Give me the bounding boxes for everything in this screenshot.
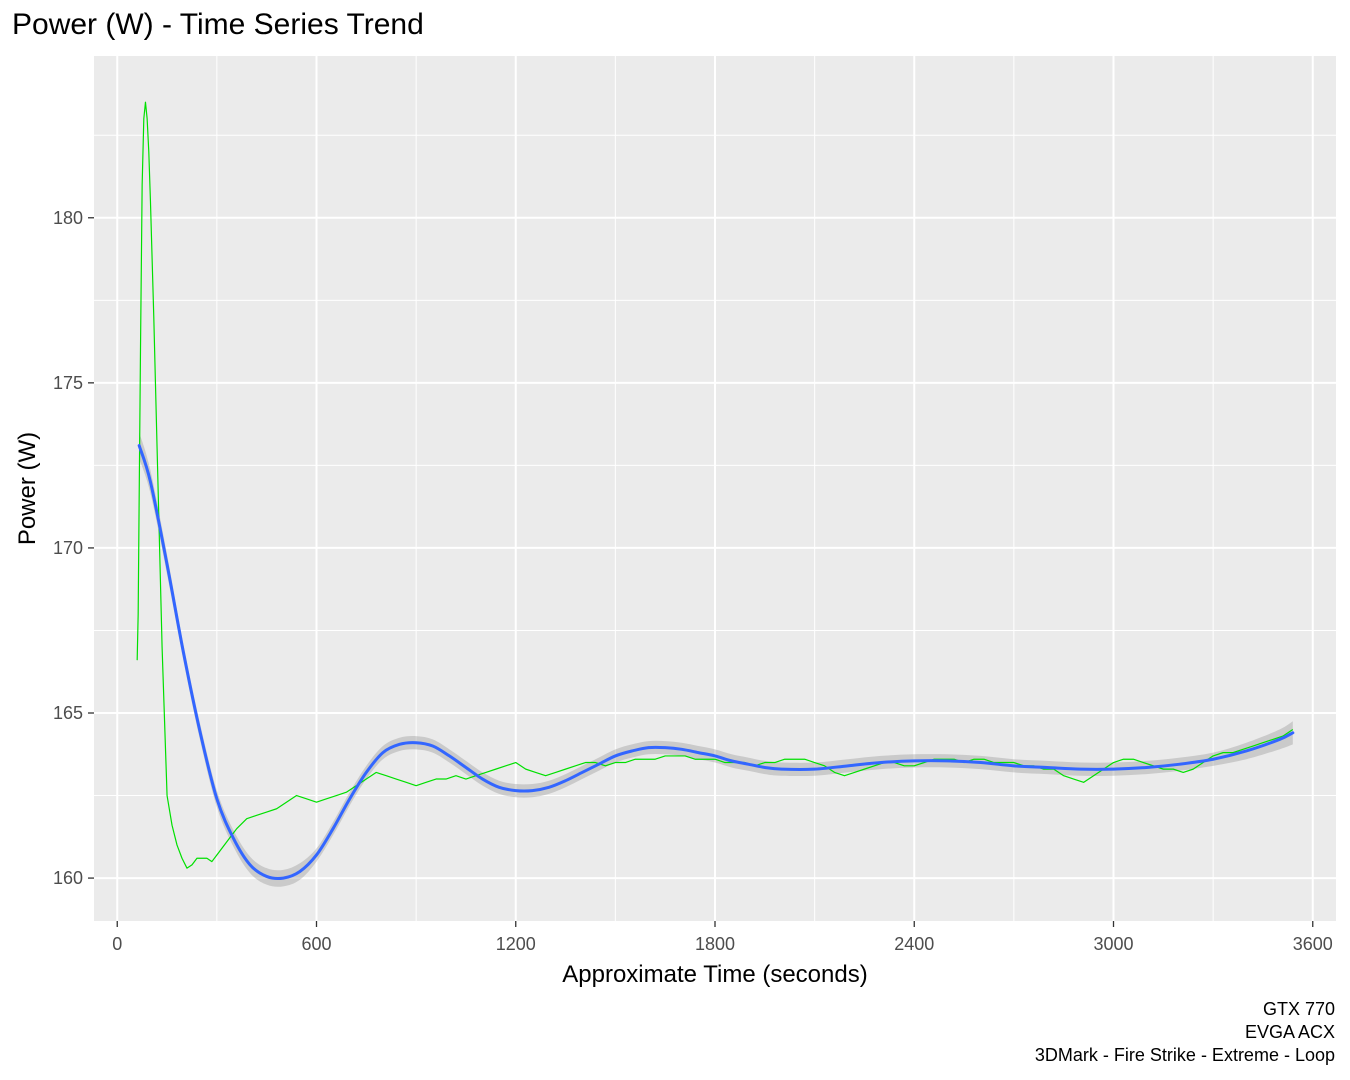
- x-tick-label: 3600: [1293, 934, 1333, 954]
- series-layer: [136, 101, 1295, 881]
- x-tick-label: 1200: [496, 934, 536, 954]
- x-tick-label: 3000: [1093, 934, 1133, 954]
- caption: GTX 770 EVGA ACX 3DMark - Fire Strike - …: [1035, 998, 1335, 1067]
- x-axis-title: Approximate Time (seconds): [562, 961, 867, 988]
- y-tick-label: 180: [53, 208, 83, 228]
- y-tick-label: 165: [53, 703, 83, 723]
- y-tick-label: 160: [53, 868, 83, 888]
- caption-line-benchmark: 3DMark - Fire Strike - Extreme - Loop: [1034, 1045, 1335, 1065]
- smooth-trend-line: [137, 444, 1295, 881]
- axis-ticks: 0 600 1200 1800 2400 3000 3600 160 165 170 175 180: [53, 208, 1333, 954]
- x-tick-label: 2400: [894, 934, 934, 954]
- x-tick-label: 1800: [695, 934, 735, 954]
- major-gridlines: [94, 56, 1336, 921]
- y-tick-label: 170: [53, 538, 83, 558]
- raw-power-line: [136, 101, 1294, 869]
- x-tick-label: 600: [301, 934, 331, 954]
- caption-line-gpu: GTX 770: [1262, 999, 1335, 1019]
- chart-title: Power (W) - Time Series Trend: [12, 8, 424, 41]
- caption-line-card: EVGA ACX: [1244, 1022, 1335, 1042]
- x-tick-label: 0: [112, 934, 122, 954]
- y-axis-title: Power (W): [14, 432, 41, 545]
- y-tick-label: 175: [53, 373, 83, 393]
